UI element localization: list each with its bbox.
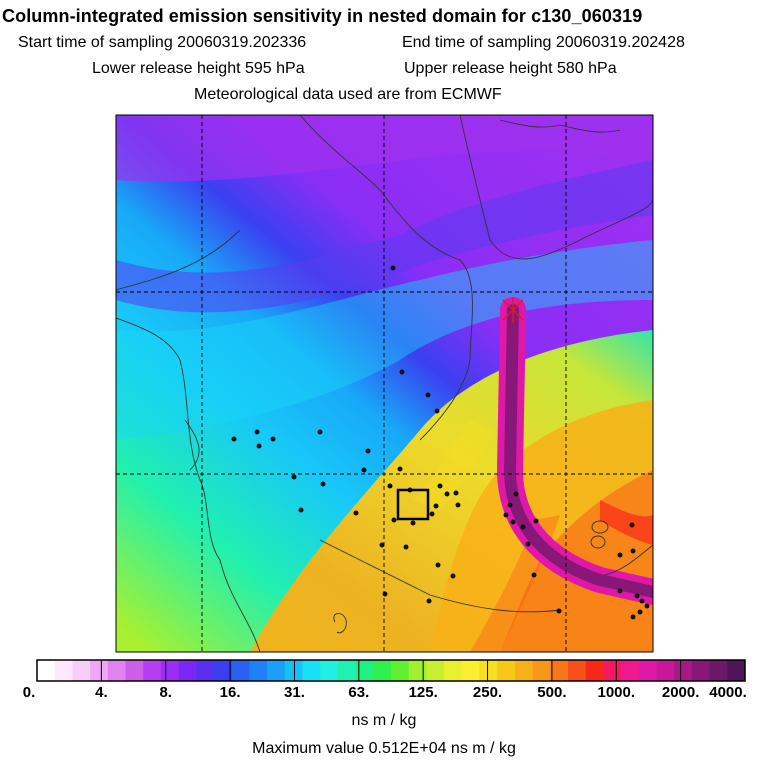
colorbar-segment <box>178 660 197 681</box>
colorbar-segment <box>408 660 427 681</box>
colorbar-tick-label: 16. <box>219 684 241 701</box>
colorbar-tick-label: 4000. <box>709 684 747 701</box>
colorbar-segment <box>497 660 516 681</box>
release-point-marker <box>502 297 524 323</box>
upper-release-label: Upper release height 580 hPa <box>404 60 617 77</box>
colorbar-segment <box>461 660 480 681</box>
colorbar-segment <box>320 660 339 681</box>
colorbar-segment <box>656 660 675 681</box>
colorbar-segment <box>355 660 374 681</box>
start-time-label: Start time of sampling 20060319.202336 <box>18 34 307 51</box>
colorbar-segment <box>249 660 268 681</box>
colorbar-segment <box>532 660 551 681</box>
colorbar-segment <box>391 660 410 681</box>
sample-points <box>231 265 650 620</box>
colorbar-segment <box>426 660 445 681</box>
map-frame <box>115 114 654 653</box>
colorbar-tick-label: 2000. <box>661 684 700 701</box>
colorbar-tick-label: 250. <box>472 684 503 701</box>
colorbar-segment <box>337 660 357 681</box>
colorbar <box>36 659 746 682</box>
colorbar-segment <box>143 660 162 681</box>
colorbar-tick-label: 63. <box>348 684 370 701</box>
colorbar-frame <box>36 659 746 682</box>
colorbar-segment <box>160 660 180 681</box>
colorbar-tick-label: 31. <box>284 684 305 701</box>
grid-lines <box>116 115 653 652</box>
colorbar-segment <box>267 660 286 681</box>
lower-release-label: Lower release height 595 hPa <box>92 60 305 77</box>
colorbar-segment <box>214 660 233 681</box>
sensitivity-field <box>116 115 653 652</box>
colorbar-segment <box>603 660 622 681</box>
colorbar-segment <box>444 660 463 681</box>
colorbar-segment <box>284 660 303 681</box>
colorbar-segment <box>231 660 250 681</box>
colorbar-unit: ns m / kg <box>351 712 417 729</box>
colorbar-segment <box>37 660 56 681</box>
colorbar-segment <box>514 660 534 681</box>
colorbar-segment <box>107 660 126 681</box>
colorbar-tick-label: 0. <box>22 684 36 701</box>
end-time-label: End time of sampling 20060319.202428 <box>402 34 685 51</box>
colorbar-segment <box>550 660 569 681</box>
colorbar-segment <box>691 660 711 681</box>
coastlines <box>116 115 653 652</box>
colorbar-segment <box>479 660 498 681</box>
receptor-box <box>396 488 430 521</box>
colorbar-segment <box>638 660 657 681</box>
colorbar-segment <box>674 660 693 681</box>
colorbar-tick-label: 8. <box>159 684 172 701</box>
colorbar-segment <box>54 660 73 681</box>
colorbar-segment <box>585 660 604 681</box>
colorbar-tick-label: 125. <box>408 684 438 701</box>
colorbar-segment <box>621 660 640 681</box>
colorbar-segment <box>125 660 144 681</box>
colorbar-segment <box>72 660 91 681</box>
met-data-label: Meteorological data used are from ECMWF <box>194 86 502 103</box>
map-title: Column-integrated emission sensitivity i… <box>2 6 643 26</box>
colorbar-segment <box>568 660 587 681</box>
colorbar-segment <box>302 660 321 681</box>
colorbar-segment <box>373 660 392 681</box>
max-value-label: Maximum value 0.512E+04 ns m / kg <box>252 740 516 757</box>
colorbar-tick-label: 500. <box>537 684 567 701</box>
colorbar-segment <box>727 660 746 681</box>
colorbar-tick-label: 4. <box>95 684 108 701</box>
colorbar-segment <box>196 660 215 681</box>
colorbar-segment <box>709 660 728 681</box>
colorbar-tick-label: 1000. <box>597 684 636 701</box>
colorbar-segment <box>90 660 109 681</box>
